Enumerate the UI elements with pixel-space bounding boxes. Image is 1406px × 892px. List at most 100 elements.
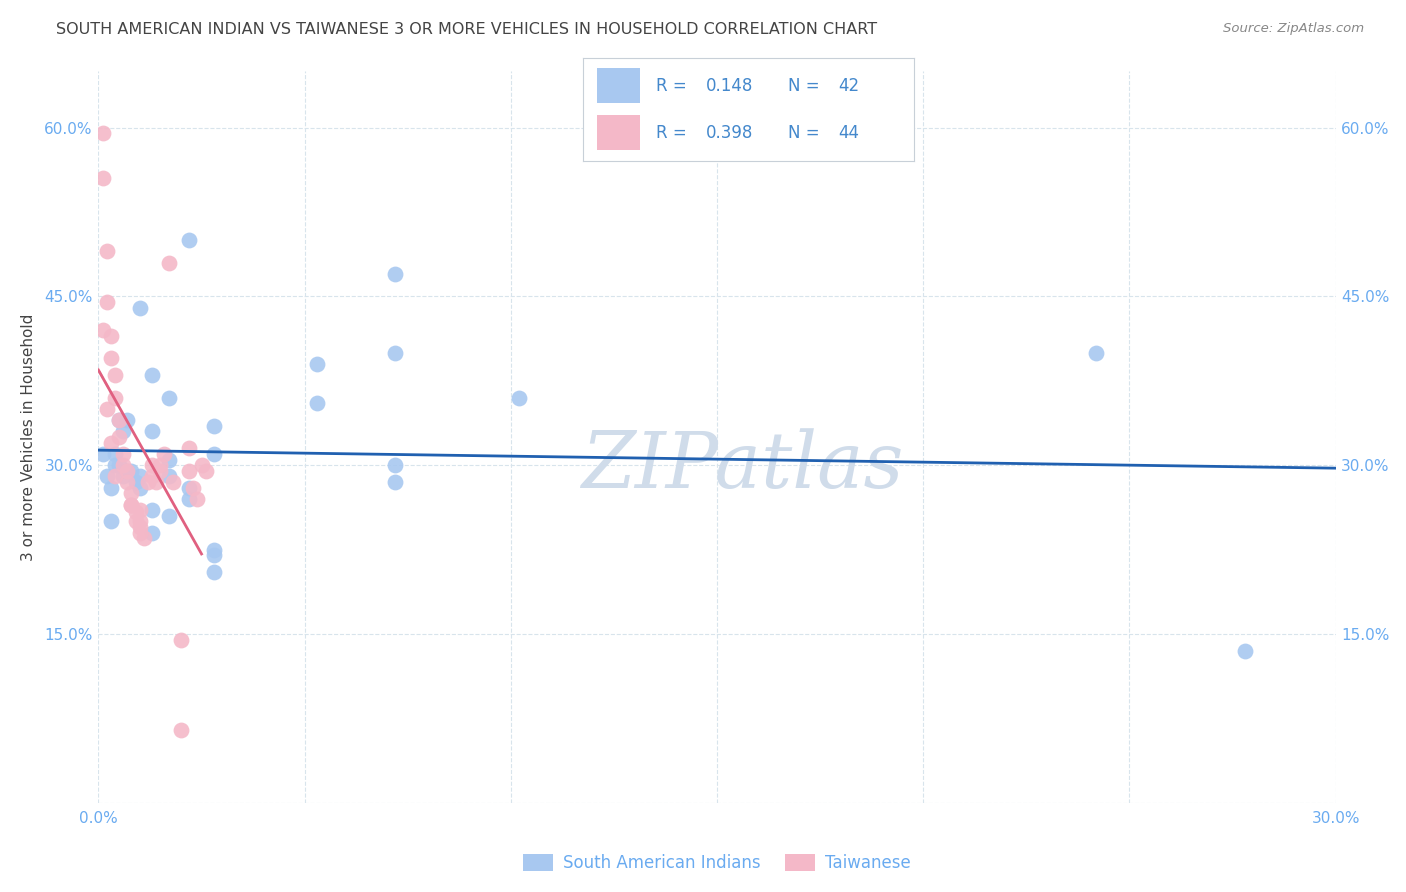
Text: 0.148: 0.148 xyxy=(706,77,754,95)
Point xyxy=(305,396,328,410)
Point xyxy=(124,475,146,489)
Point xyxy=(1233,644,1256,658)
Text: Source: ZipAtlas.com: Source: ZipAtlas.com xyxy=(1223,22,1364,36)
Point xyxy=(136,475,159,489)
Point xyxy=(104,469,127,483)
Point xyxy=(157,469,180,483)
Point xyxy=(96,244,118,259)
Point xyxy=(104,447,127,461)
Text: 42: 42 xyxy=(838,77,859,95)
Point xyxy=(112,425,135,439)
Point xyxy=(194,464,217,478)
Point xyxy=(128,525,150,540)
Point xyxy=(128,301,150,315)
Text: R =: R = xyxy=(657,124,692,142)
Point xyxy=(108,413,131,427)
Point xyxy=(104,458,127,473)
Point xyxy=(91,323,114,337)
Point xyxy=(384,345,406,359)
Point xyxy=(141,525,163,540)
Point xyxy=(96,295,118,310)
Point xyxy=(104,368,127,383)
Point xyxy=(141,503,163,517)
Point xyxy=(202,418,225,433)
Point xyxy=(91,447,114,461)
Point xyxy=(100,481,122,495)
Point xyxy=(120,464,142,478)
Point xyxy=(202,565,225,579)
Point xyxy=(170,632,193,647)
Point xyxy=(91,171,114,186)
Point xyxy=(108,458,131,473)
Point xyxy=(179,491,201,506)
Point xyxy=(100,515,122,529)
Point xyxy=(128,520,150,534)
Point xyxy=(100,351,122,366)
Point xyxy=(141,368,163,383)
Point xyxy=(128,469,150,483)
Text: 0.398: 0.398 xyxy=(706,124,754,142)
Point xyxy=(384,267,406,281)
Point xyxy=(100,435,122,450)
Point xyxy=(179,481,201,495)
Point xyxy=(108,413,131,427)
Point xyxy=(108,430,131,444)
Point xyxy=(128,503,150,517)
Point xyxy=(384,458,406,473)
Point xyxy=(179,442,201,456)
Point xyxy=(112,469,135,483)
Point xyxy=(202,447,225,461)
Point xyxy=(162,475,184,489)
Text: N =: N = xyxy=(789,77,825,95)
Point xyxy=(117,413,139,427)
Point xyxy=(157,452,180,467)
Point xyxy=(1085,345,1108,359)
FancyBboxPatch shape xyxy=(596,115,640,150)
Point xyxy=(181,481,204,495)
Point xyxy=(132,532,155,546)
Point xyxy=(145,475,167,489)
Point xyxy=(157,508,180,523)
Point xyxy=(190,458,212,473)
Point xyxy=(96,401,118,416)
Point xyxy=(141,469,163,483)
Point xyxy=(112,447,135,461)
Point xyxy=(91,126,114,140)
Point xyxy=(120,498,142,512)
Point xyxy=(128,481,150,495)
Point xyxy=(186,491,208,506)
Point xyxy=(153,447,176,461)
Point xyxy=(384,475,406,489)
Legend: South American Indians, Taiwanese: South American Indians, Taiwanese xyxy=(516,847,918,879)
Point xyxy=(128,515,150,529)
Point xyxy=(202,548,225,562)
Text: SOUTH AMERICAN INDIAN VS TAIWANESE 3 OR MORE VEHICLES IN HOUSEHOLD CORRELATION C: SOUTH AMERICAN INDIAN VS TAIWANESE 3 OR … xyxy=(56,22,877,37)
Point xyxy=(112,458,135,473)
Point xyxy=(179,233,201,247)
Point xyxy=(141,458,163,473)
Point xyxy=(202,542,225,557)
Point xyxy=(124,506,146,520)
Point xyxy=(157,255,180,269)
Point xyxy=(100,328,122,343)
Point xyxy=(117,464,139,478)
Point xyxy=(117,475,139,489)
Text: 44: 44 xyxy=(838,124,859,142)
Point xyxy=(120,486,142,500)
Point xyxy=(96,469,118,483)
Point xyxy=(104,391,127,405)
Point xyxy=(149,464,172,478)
Text: ZIPatlas: ZIPatlas xyxy=(581,428,903,505)
Point xyxy=(508,391,530,405)
FancyBboxPatch shape xyxy=(596,68,640,103)
Y-axis label: 3 or more Vehicles in Household: 3 or more Vehicles in Household xyxy=(21,313,37,561)
Point xyxy=(149,458,172,473)
Point xyxy=(157,391,180,405)
Point xyxy=(117,464,139,478)
Point xyxy=(179,464,201,478)
Point xyxy=(305,357,328,371)
Point xyxy=(141,425,163,439)
Text: R =: R = xyxy=(657,77,692,95)
Text: N =: N = xyxy=(789,124,825,142)
Point xyxy=(170,723,193,737)
